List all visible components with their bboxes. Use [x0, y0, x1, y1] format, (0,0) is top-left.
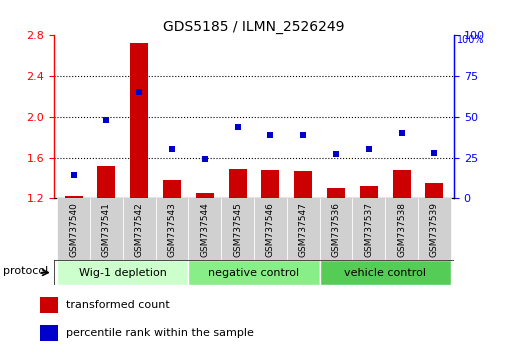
Point [168, 147, 176, 152]
Bar [163, 180, 181, 198]
Bar [40, 297, 57, 313]
Bar [385, 198, 418, 260]
Bar [90, 198, 123, 260]
Text: GSM737544: GSM737544 [200, 202, 209, 257]
Bar [254, 198, 287, 260]
Text: GSM737539: GSM737539 [430, 202, 439, 257]
Text: transformed count: transformed count [67, 300, 170, 310]
Bar [261, 170, 280, 198]
Bar [294, 171, 312, 198]
Bar [155, 198, 188, 260]
Bar [418, 198, 451, 260]
Point [201, 156, 209, 162]
Text: percentile rank within the sample: percentile rank within the sample [67, 328, 254, 338]
Bar [123, 198, 155, 260]
Title: GDS5185 / ILMN_2526249: GDS5185 / ILMN_2526249 [163, 21, 345, 34]
Bar [97, 166, 115, 198]
Point [135, 90, 143, 95]
Text: GSM737537: GSM737537 [364, 202, 373, 257]
Text: GSM737543: GSM737543 [167, 202, 176, 257]
Point [332, 152, 340, 157]
Text: GSM737540: GSM737540 [69, 202, 78, 257]
Bar [57, 198, 90, 260]
Bar [65, 196, 83, 198]
Bar [221, 198, 254, 260]
Text: GSM737541: GSM737541 [102, 202, 111, 257]
Bar [327, 188, 345, 198]
Text: GSM737538: GSM737538 [397, 202, 406, 257]
Text: GSM737536: GSM737536 [331, 202, 341, 257]
Bar [196, 193, 214, 198]
Bar [40, 325, 57, 341]
Bar [392, 170, 410, 198]
Point [365, 147, 373, 152]
Text: GSM737545: GSM737545 [233, 202, 242, 257]
Bar [287, 198, 320, 260]
Bar [360, 186, 378, 198]
Bar [352, 198, 385, 260]
Text: 100%: 100% [457, 35, 484, 45]
Text: Wig-1 depletion: Wig-1 depletion [79, 268, 167, 278]
Text: negative control: negative control [208, 268, 300, 278]
Bar [188, 260, 320, 285]
Point [233, 124, 242, 130]
Text: GSM737542: GSM737542 [134, 202, 144, 257]
Bar [320, 198, 352, 260]
Bar [425, 183, 443, 198]
Text: vehicle control: vehicle control [344, 268, 426, 278]
Bar [130, 42, 148, 198]
Point [69, 173, 77, 178]
Bar [320, 260, 451, 285]
Bar [188, 198, 221, 260]
Text: GSM737546: GSM737546 [266, 202, 275, 257]
Point [299, 132, 307, 138]
Bar [57, 260, 188, 285]
Bar [228, 169, 247, 198]
Point [102, 117, 110, 123]
Point [266, 132, 274, 138]
Point [430, 150, 439, 155]
Point [398, 130, 406, 136]
Text: protocol: protocol [3, 266, 48, 276]
Text: GSM737547: GSM737547 [299, 202, 308, 257]
